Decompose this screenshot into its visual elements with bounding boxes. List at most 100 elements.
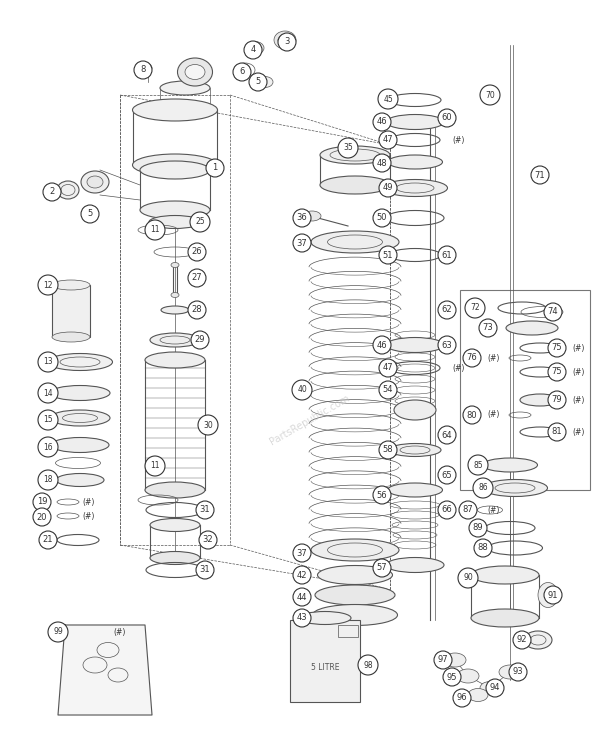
Circle shape <box>373 209 391 227</box>
Text: 58: 58 <box>383 445 394 454</box>
Circle shape <box>465 298 485 318</box>
Circle shape <box>438 501 456 519</box>
Circle shape <box>509 663 527 681</box>
Text: 2: 2 <box>49 187 55 196</box>
Text: 44: 44 <box>297 593 308 602</box>
Text: 96: 96 <box>457 693 467 702</box>
Text: 42: 42 <box>297 571 308 580</box>
Text: 37: 37 <box>296 238 308 247</box>
Circle shape <box>249 73 267 91</box>
Text: 1: 1 <box>212 163 218 172</box>
Circle shape <box>473 478 493 498</box>
Circle shape <box>293 609 311 627</box>
Text: 95: 95 <box>446 672 457 681</box>
Text: 18: 18 <box>43 475 53 484</box>
Circle shape <box>379 359 397 377</box>
Circle shape <box>486 679 504 697</box>
Ellipse shape <box>56 474 104 487</box>
Text: 21: 21 <box>43 535 54 544</box>
Circle shape <box>358 655 378 675</box>
Circle shape <box>33 493 51 511</box>
Circle shape <box>338 138 358 158</box>
Ellipse shape <box>140 161 210 179</box>
Text: (#): (#) <box>572 344 584 353</box>
Circle shape <box>469 519 487 537</box>
Text: 6: 6 <box>239 68 245 77</box>
Circle shape <box>292 380 312 400</box>
Text: (#): (#) <box>452 363 464 372</box>
Ellipse shape <box>386 114 444 129</box>
Text: 32: 32 <box>203 535 213 544</box>
Circle shape <box>188 269 206 287</box>
Ellipse shape <box>257 77 273 87</box>
Ellipse shape <box>52 280 90 290</box>
Text: 48: 48 <box>376 159 387 168</box>
Text: 47: 47 <box>383 363 394 372</box>
Text: (#): (#) <box>572 368 584 377</box>
Circle shape <box>373 113 391 131</box>
Circle shape <box>293 209 311 227</box>
Ellipse shape <box>471 566 539 584</box>
Ellipse shape <box>138 63 152 73</box>
Bar <box>52 285 90 337</box>
Text: 62: 62 <box>442 305 452 314</box>
Circle shape <box>443 668 461 686</box>
Text: PartsRepublic.com: PartsRepublic.com <box>268 393 352 447</box>
Ellipse shape <box>132 154 218 176</box>
Ellipse shape <box>150 333 200 347</box>
Text: 31: 31 <box>200 505 210 514</box>
Text: 75: 75 <box>552 344 562 353</box>
Circle shape <box>188 243 206 261</box>
Circle shape <box>459 501 477 519</box>
Text: 98: 98 <box>363 660 373 669</box>
Text: 29: 29 <box>195 335 205 344</box>
Text: 26: 26 <box>192 247 202 256</box>
Circle shape <box>233 63 251 81</box>
Text: 60: 60 <box>442 114 452 123</box>
Text: 11: 11 <box>150 226 160 235</box>
Ellipse shape <box>483 480 547 496</box>
Text: 79: 79 <box>552 396 562 405</box>
Text: 27: 27 <box>192 274 202 283</box>
Circle shape <box>191 331 209 349</box>
Circle shape <box>134 61 152 79</box>
Ellipse shape <box>483 458 538 472</box>
Text: (#): (#) <box>487 505 499 514</box>
Ellipse shape <box>160 81 210 95</box>
Text: 14: 14 <box>43 389 53 398</box>
Ellipse shape <box>387 483 443 497</box>
Circle shape <box>293 588 311 606</box>
Circle shape <box>379 131 397 149</box>
Text: 54: 54 <box>383 386 393 395</box>
Text: (#): (#) <box>572 427 584 436</box>
Text: 15: 15 <box>43 416 53 424</box>
Text: (#): (#) <box>82 498 94 507</box>
Ellipse shape <box>145 482 205 498</box>
Text: 91: 91 <box>548 590 558 599</box>
Text: 35: 35 <box>343 144 353 153</box>
Ellipse shape <box>386 557 444 572</box>
Circle shape <box>278 33 296 51</box>
Ellipse shape <box>50 386 110 401</box>
Circle shape <box>81 205 99 223</box>
Circle shape <box>438 301 456 319</box>
Bar <box>290 620 360 702</box>
Text: 8: 8 <box>140 65 146 74</box>
Circle shape <box>548 339 566 357</box>
Text: (#): (#) <box>487 411 499 420</box>
Circle shape <box>293 566 311 584</box>
Circle shape <box>480 85 500 105</box>
Circle shape <box>463 349 481 367</box>
Ellipse shape <box>506 321 558 335</box>
Circle shape <box>544 303 562 321</box>
Text: 36: 36 <box>296 214 308 223</box>
Text: 76: 76 <box>467 353 477 362</box>
Ellipse shape <box>311 539 399 561</box>
Text: 86: 86 <box>478 484 488 493</box>
Ellipse shape <box>468 689 488 702</box>
Polygon shape <box>58 625 152 715</box>
Circle shape <box>379 381 397 399</box>
Ellipse shape <box>87 176 103 188</box>
Text: 90: 90 <box>463 574 473 583</box>
Circle shape <box>548 423 566 441</box>
